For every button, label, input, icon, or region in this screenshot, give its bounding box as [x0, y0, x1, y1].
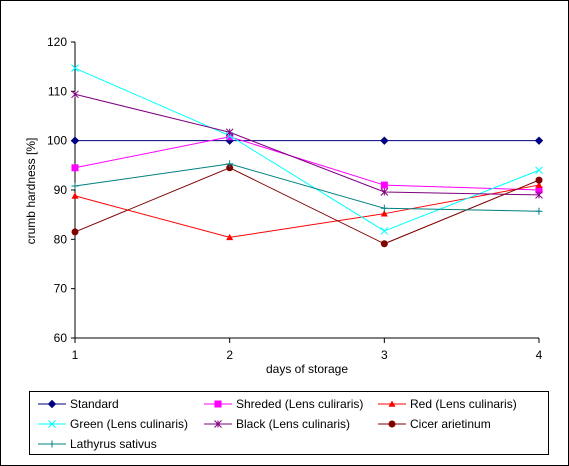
- data-point: [380, 210, 388, 217]
- data-point: [535, 181, 543, 188]
- legend-label: Green (Lens culinaris): [70, 417, 189, 431]
- series-group: [71, 164, 543, 248]
- legend-swatch: [204, 420, 232, 428]
- legend-swatch-marker: [47, 399, 57, 409]
- legend-swatch-marker: [388, 400, 396, 407]
- legend: Standard Shreded (Lens culiraris) Red (Len…: [29, 391, 549, 455]
- series-line: [74, 184, 540, 238]
- data-point: [71, 182, 79, 190]
- data-point: [380, 181, 388, 189]
- legend-swatch: [38, 420, 66, 428]
- x-tick-label: 1: [72, 348, 79, 362]
- axes: 60 70 80 90 100 110 120 1 2 3 4: [47, 35, 543, 362]
- line-chart: 60 70 80 90 100 110 120 1 2 3 4 days of storage cr…: [24, 35, 544, 376]
- legend-swatch-marker: [48, 420, 56, 428]
- data-point: [535, 207, 543, 215]
- x-axis-title: days of storage: [266, 362, 348, 376]
- series-line: [74, 163, 540, 212]
- data-point: [380, 240, 388, 248]
- series-line: [74, 167, 540, 245]
- series-group: [70, 136, 544, 145]
- legend-swatch: [378, 420, 406, 428]
- y-tick-label: 70: [54, 282, 68, 296]
- series-group: [71, 133, 543, 194]
- data-point: [70, 136, 80, 145]
- data-point: [380, 227, 389, 235]
- data-point: [226, 133, 234, 141]
- legend-label: Red (Lens culinaris): [410, 397, 517, 411]
- legend-label: Lathyrus sativus: [70, 437, 157, 451]
- data-point: [535, 186, 543, 194]
- series-layer: [70, 64, 544, 248]
- data-point: [71, 164, 79, 172]
- series-group: [71, 64, 543, 235]
- data-point: [71, 64, 79, 73]
- legend-swatch-marker: [214, 420, 222, 428]
- x-tick-label: 4: [536, 348, 543, 362]
- data-point: [71, 90, 79, 99]
- y-tick-label: 100: [47, 134, 67, 148]
- y-tick-label: 80: [54, 232, 68, 246]
- legend-swatch: [204, 400, 232, 408]
- series-line: [74, 136, 540, 191]
- legend-swatch-marker: [48, 440, 56, 448]
- data-point: [380, 188, 389, 196]
- series-group: [71, 181, 543, 241]
- y-tick-label: 110: [48, 84, 67, 98]
- legend-label: Black (Lens culinaris): [236, 417, 351, 431]
- legend-label: Shreded (Lens culiraris): [236, 397, 364, 411]
- legend-swatch: [38, 440, 66, 448]
- series-line: [74, 93, 540, 196]
- y-tick-label: 90: [54, 183, 68, 197]
- data-point: [535, 191, 543, 199]
- series-group: [71, 90, 543, 199]
- series-line: [74, 67, 540, 232]
- series-group: [71, 160, 543, 215]
- y-tick-label: 120: [47, 35, 67, 49]
- data-point: [71, 192, 79, 199]
- data-point: [71, 228, 79, 236]
- data-point: [380, 204, 388, 212]
- data-point: [226, 160, 234, 168]
- y-axis-title: crumb hardness [%]: [24, 138, 38, 245]
- legend-swatch: [38, 399, 66, 409]
- legend-swatch-marker: [388, 420, 396, 428]
- data-point: [535, 166, 543, 175]
- legend-label: Standard: [70, 397, 119, 411]
- y-tick-label: 60: [54, 331, 68, 345]
- data-point: [225, 128, 234, 137]
- data-point: [535, 176, 543, 184]
- data-point: [534, 136, 544, 145]
- x-tick-label: 3: [381, 348, 388, 362]
- legend-swatch-marker: [214, 400, 222, 408]
- legend-swatch: [378, 400, 406, 407]
- legend-label: Cicer arietinum: [410, 417, 491, 431]
- x-tick-label: 2: [226, 348, 233, 362]
- data-point: [380, 136, 389, 145]
- data-point: [226, 233, 234, 241]
- data-point: [226, 164, 234, 172]
